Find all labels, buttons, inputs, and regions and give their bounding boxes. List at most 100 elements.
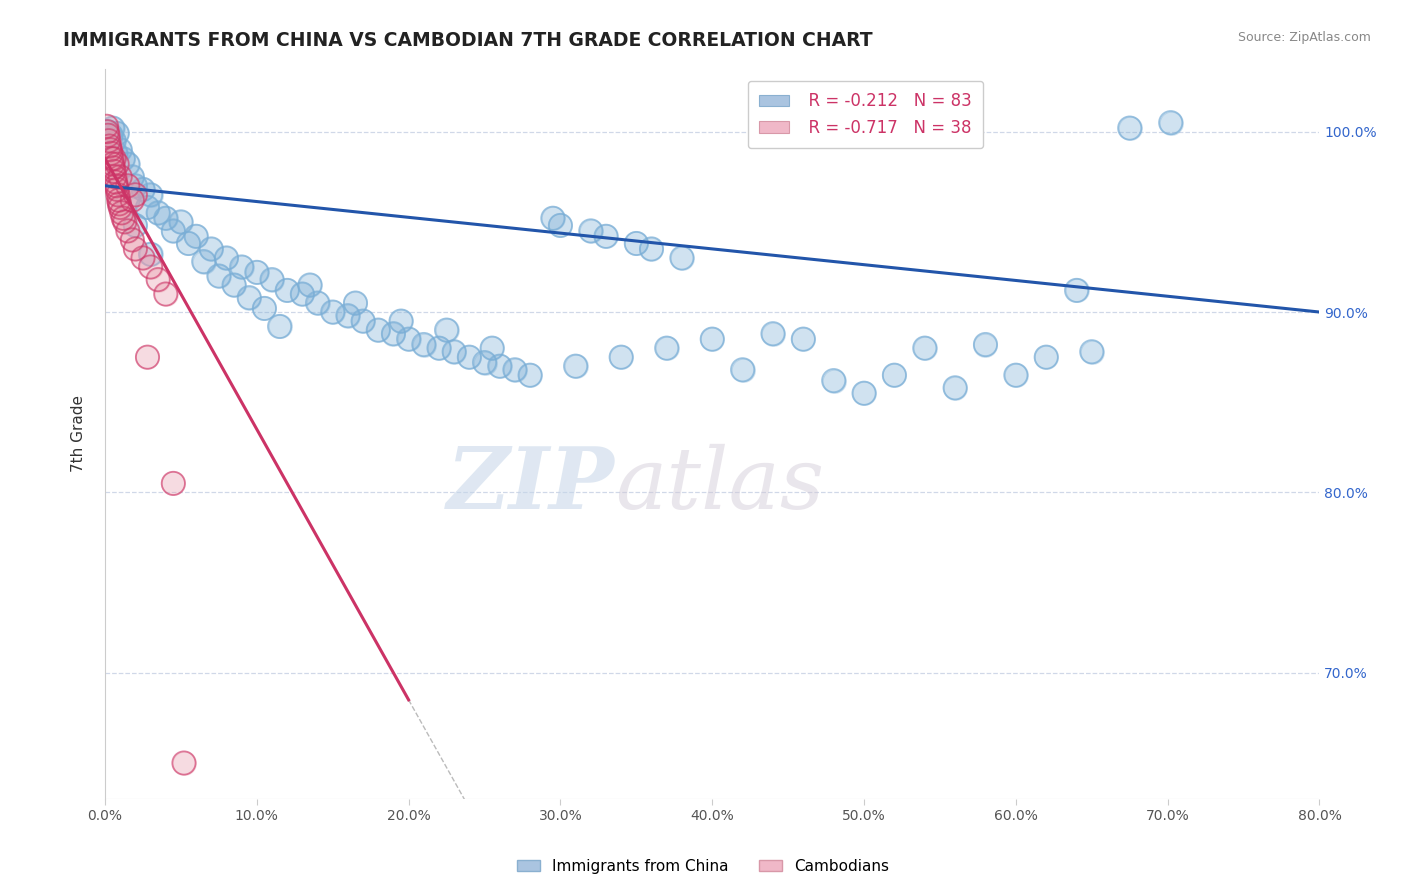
Point bbox=[519, 368, 541, 383]
Point bbox=[104, 146, 127, 161]
Point bbox=[193, 254, 215, 268]
Point bbox=[162, 476, 184, 491]
Point bbox=[132, 182, 155, 196]
Point bbox=[108, 196, 131, 211]
Point bbox=[488, 359, 510, 373]
Point bbox=[155, 211, 177, 226]
Point bbox=[943, 381, 966, 395]
Point bbox=[1118, 121, 1140, 136]
Point bbox=[762, 326, 785, 341]
Point bbox=[260, 272, 283, 286]
Point bbox=[253, 301, 276, 316]
Point bbox=[136, 201, 159, 215]
Point bbox=[97, 134, 120, 148]
Point bbox=[108, 169, 131, 184]
Point bbox=[162, 476, 184, 491]
Text: IMMIGRANTS FROM CHINA VS CAMBODIAN 7TH GRADE CORRELATION CHART: IMMIGRANTS FROM CHINA VS CAMBODIAN 7TH G… bbox=[63, 31, 873, 50]
Point bbox=[108, 201, 131, 215]
Point bbox=[564, 359, 586, 373]
Point bbox=[595, 229, 617, 244]
Point bbox=[427, 341, 450, 355]
Point bbox=[412, 337, 434, 351]
Point bbox=[108, 169, 131, 184]
Point bbox=[1066, 284, 1088, 298]
Point bbox=[215, 251, 238, 265]
Point bbox=[298, 277, 321, 292]
Point bbox=[117, 178, 139, 193]
Point bbox=[436, 323, 458, 337]
Point bbox=[208, 268, 231, 283]
Point bbox=[97, 125, 120, 139]
Point bbox=[914, 341, 936, 355]
Point bbox=[488, 359, 510, 373]
Point bbox=[170, 215, 193, 229]
Point bbox=[139, 247, 162, 261]
Text: ZIP: ZIP bbox=[447, 443, 614, 526]
Point bbox=[579, 224, 602, 238]
Point bbox=[1080, 344, 1102, 359]
Point bbox=[111, 206, 134, 220]
Point bbox=[550, 219, 572, 233]
Point bbox=[121, 193, 143, 207]
Point bbox=[108, 196, 131, 211]
Point bbox=[238, 291, 260, 305]
Point bbox=[105, 178, 128, 193]
Point bbox=[853, 386, 876, 401]
Point bbox=[139, 260, 162, 274]
Point bbox=[702, 332, 724, 346]
Point bbox=[124, 219, 146, 233]
Point bbox=[208, 268, 231, 283]
Point bbox=[200, 242, 222, 256]
Point bbox=[398, 332, 420, 346]
Point bbox=[139, 260, 162, 274]
Point bbox=[117, 224, 139, 238]
Point bbox=[389, 314, 412, 328]
Point bbox=[101, 164, 124, 178]
Point bbox=[655, 341, 678, 355]
Point bbox=[336, 309, 359, 323]
Point bbox=[974, 337, 997, 351]
Point bbox=[155, 287, 177, 301]
Point bbox=[98, 139, 121, 153]
Point bbox=[367, 323, 389, 337]
Text: atlas: atlas bbox=[614, 443, 824, 526]
Point bbox=[107, 187, 129, 202]
Point bbox=[117, 157, 139, 171]
Point bbox=[1160, 115, 1182, 129]
Point bbox=[640, 242, 662, 256]
Point bbox=[792, 332, 814, 346]
Point bbox=[136, 201, 159, 215]
Point bbox=[595, 229, 617, 244]
Point bbox=[193, 254, 215, 268]
Point bbox=[146, 206, 169, 220]
Point bbox=[610, 350, 633, 364]
Point bbox=[117, 193, 139, 207]
Point bbox=[107, 193, 129, 207]
Point bbox=[731, 363, 754, 377]
Point bbox=[105, 178, 128, 193]
Point bbox=[162, 224, 184, 238]
Point bbox=[162, 224, 184, 238]
Point bbox=[101, 152, 124, 166]
Point bbox=[291, 287, 314, 301]
Point bbox=[412, 337, 434, 351]
Point bbox=[481, 341, 503, 355]
Point bbox=[215, 251, 238, 265]
Point bbox=[103, 134, 125, 148]
Point bbox=[97, 125, 120, 139]
Point bbox=[184, 229, 207, 244]
Point bbox=[108, 143, 131, 157]
Point bbox=[98, 139, 121, 153]
Point bbox=[702, 332, 724, 346]
Point bbox=[111, 206, 134, 220]
Point bbox=[108, 201, 131, 215]
Point bbox=[101, 121, 124, 136]
Point bbox=[503, 363, 526, 377]
Point bbox=[121, 193, 143, 207]
Point bbox=[184, 229, 207, 244]
Point bbox=[124, 242, 146, 256]
Point bbox=[1005, 368, 1028, 383]
Point bbox=[222, 277, 245, 292]
Point bbox=[382, 326, 405, 341]
Point bbox=[883, 368, 905, 383]
